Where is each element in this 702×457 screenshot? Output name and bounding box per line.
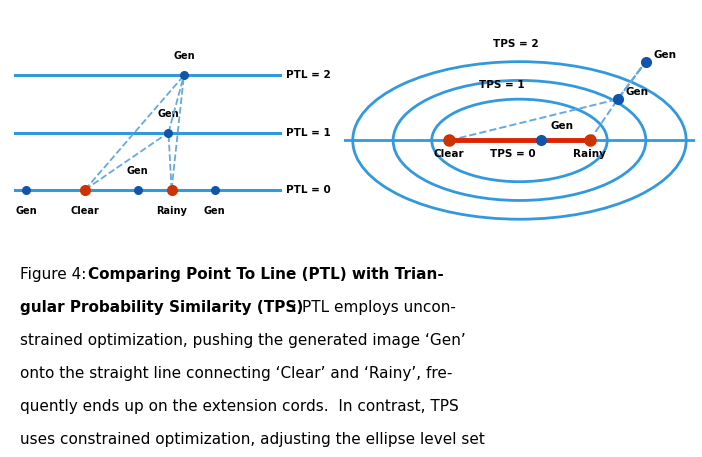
Text: Gen: Gen [158, 108, 179, 118]
Text: onto the straight line connecting ‘Clear’ and ‘Rainy’, fre-: onto the straight line connecting ‘Clear… [20, 366, 452, 381]
Text: uses constrained optimization, adjusting the ellipse level set: uses constrained optimization, adjusting… [20, 432, 484, 447]
Text: Rainy: Rainy [574, 149, 606, 159]
Text: : PTL employs uncon-: : PTL employs uncon- [292, 300, 456, 315]
Text: TPS = 1: TPS = 1 [479, 80, 524, 90]
Text: quently ends up on the extension cords.  In contrast, TPS: quently ends up on the extension cords. … [20, 399, 458, 414]
Text: TPS = 2: TPS = 2 [494, 39, 538, 48]
Text: Comparing Point To Line (PTL) with Trian-: Comparing Point To Line (PTL) with Trian… [88, 267, 444, 282]
Text: TPS = 0: TPS = 0 [490, 149, 535, 159]
Text: Gen: Gen [15, 206, 37, 216]
Text: strained optimization, pushing the generated image ‘Gen’: strained optimization, pushing the gener… [20, 333, 465, 348]
Text: Gen: Gen [204, 206, 225, 216]
Text: gular Probability Similarity (TPS): gular Probability Similarity (TPS) [20, 300, 303, 315]
Text: Gen: Gen [550, 121, 573, 131]
Text: Gen: Gen [173, 51, 194, 61]
Text: PTL = 0: PTL = 0 [286, 185, 331, 195]
Text: PTL = 2: PTL = 2 [286, 70, 331, 80]
Text: Figure 4:: Figure 4: [20, 267, 95, 282]
Text: Clear: Clear [71, 206, 100, 216]
Text: Rainy: Rainy [156, 206, 187, 216]
Text: Gen: Gen [654, 50, 677, 60]
Text: Clear: Clear [434, 149, 465, 159]
Text: Gen: Gen [127, 165, 148, 175]
Text: PTL = 1: PTL = 1 [286, 128, 331, 138]
Text: Gen: Gen [625, 87, 649, 97]
